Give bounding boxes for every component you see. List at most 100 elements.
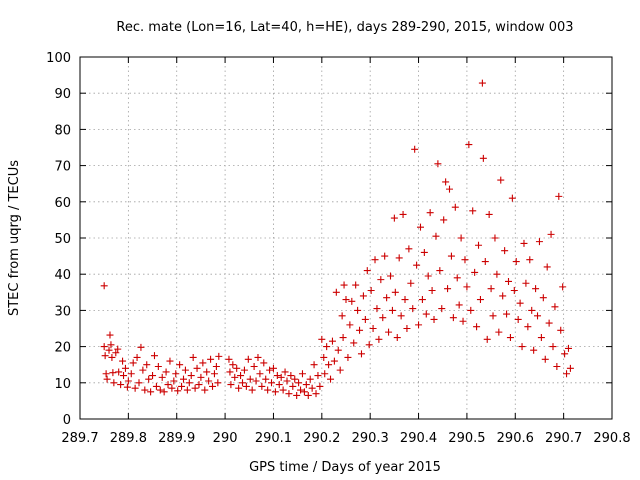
data-point [512, 258, 520, 266]
data-point [160, 388, 168, 396]
data-point [108, 353, 116, 361]
data-point [237, 372, 245, 380]
data-point [491, 234, 499, 242]
data-point [283, 377, 291, 385]
y-tick-labels: 0 10 20 30 40 50 60 70 80 90 100 [46, 51, 71, 428]
data-point [407, 279, 415, 287]
data-point [205, 377, 213, 385]
data-point [143, 361, 151, 369]
data-point [149, 372, 157, 380]
data-point [137, 343, 145, 351]
data-point [390, 214, 398, 222]
x-tick-label: 290 [213, 431, 238, 446]
data-point [119, 357, 127, 365]
y-tick-label: 40 [54, 268, 71, 283]
data-point [242, 382, 250, 390]
data-point [537, 334, 545, 342]
data-point [226, 368, 234, 376]
data-point [185, 379, 193, 387]
data-point [321, 370, 329, 378]
data-point [334, 346, 342, 354]
data-point [106, 331, 114, 339]
data-point [418, 296, 426, 304]
data-point [395, 254, 403, 262]
data-point [564, 344, 572, 352]
data-point [413, 261, 421, 269]
data-point [289, 382, 297, 390]
data-point [499, 292, 507, 300]
data-point [139, 366, 147, 374]
data-point [297, 386, 305, 394]
data-point [338, 312, 346, 320]
y-tick-label: 30 [54, 304, 71, 319]
data-point [233, 364, 241, 372]
data-point [195, 381, 203, 389]
data-point [332, 288, 340, 296]
data-point [442, 178, 450, 186]
data-point [563, 370, 571, 378]
data-point [330, 357, 338, 365]
data-point [103, 375, 111, 383]
data-point [121, 364, 129, 372]
data-point [256, 370, 264, 378]
x-tick-label: 290.3 [352, 431, 389, 446]
data-point [298, 370, 306, 378]
data-point [120, 372, 128, 380]
data-point [434, 160, 442, 168]
data-point [304, 391, 312, 399]
data-point [147, 388, 155, 396]
data-point [197, 373, 205, 381]
y-tick-label: 10 [54, 377, 71, 392]
data-point [100, 282, 108, 290]
data-point [310, 361, 318, 369]
data-point [518, 343, 526, 351]
data-point [320, 353, 328, 361]
data-point [426, 209, 434, 217]
data-point [473, 323, 481, 331]
data-point [461, 256, 469, 264]
data-point [371, 256, 379, 264]
y-axis-label: STEC from uqrg / TECUs [7, 160, 22, 316]
data-point [252, 377, 260, 385]
data-point [191, 384, 199, 392]
data-point [244, 355, 252, 363]
x-axis-label: GPS time / Days of year 2015 [249, 460, 441, 475]
data-point [156, 386, 164, 394]
data-point [262, 375, 270, 383]
data-point [487, 285, 495, 293]
data-point [212, 363, 220, 371]
data-point [133, 353, 141, 361]
data-point [524, 323, 532, 331]
data-point [467, 306, 475, 314]
data-point [561, 350, 569, 358]
data-points [100, 79, 574, 399]
data-point [520, 239, 528, 247]
data-point [316, 382, 324, 390]
data-point [535, 238, 543, 246]
data-point [415, 321, 423, 329]
x-tick-label: 289.8 [110, 431, 147, 446]
data-point [293, 391, 301, 399]
y-tick-label: 20 [54, 341, 71, 356]
data-point [281, 368, 289, 376]
data-point [453, 274, 461, 282]
data-point [127, 370, 135, 378]
data-point [397, 312, 405, 320]
data-point [100, 343, 108, 351]
data-point [183, 386, 191, 394]
data-point [430, 315, 438, 323]
data-point [503, 310, 511, 318]
data-point [162, 368, 170, 376]
data-point [432, 232, 440, 240]
data-point [393, 334, 401, 342]
x-tick-label: 290.4 [400, 431, 437, 446]
data-point [210, 370, 218, 378]
data-point [555, 192, 563, 200]
y-tick-label: 80 [54, 123, 71, 138]
data-point [438, 305, 446, 313]
data-point [172, 370, 180, 378]
data-point [508, 194, 516, 202]
data-point [150, 352, 158, 360]
data-point [214, 379, 222, 387]
data-point [357, 350, 365, 358]
